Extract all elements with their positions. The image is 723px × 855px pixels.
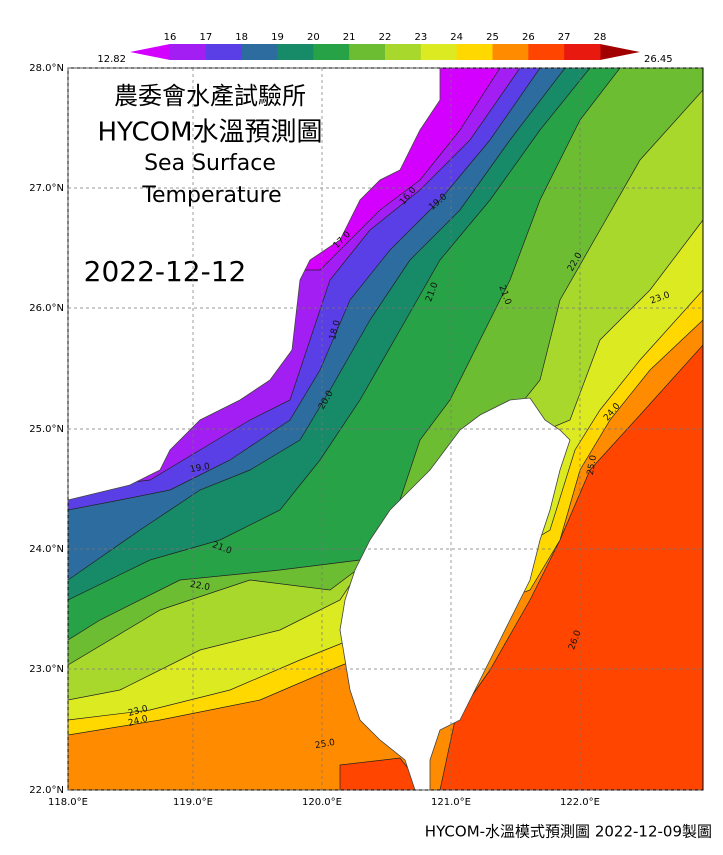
colorbar-segment xyxy=(456,44,493,60)
contour-label: 19.0 xyxy=(189,462,211,475)
colorbar-segment xyxy=(385,44,422,60)
colorbar-arrow xyxy=(600,44,640,60)
colorbar-level: 25 xyxy=(486,32,499,43)
colorbar-min: 12.82 xyxy=(97,54,126,65)
contour-label: 22.0 xyxy=(189,580,211,593)
colorbar-level: 21 xyxy=(343,32,356,43)
lat-label: 25.0°N xyxy=(29,424,64,435)
colorbar-level: 22 xyxy=(379,32,392,43)
land xyxy=(68,68,441,501)
contour-label: 25.0 xyxy=(586,454,599,476)
contour-label: 25.0 xyxy=(314,738,336,751)
lat-label: 24.0°N xyxy=(29,544,64,555)
colorbar-segment xyxy=(492,44,529,60)
lat-label: 23.0°N xyxy=(29,664,64,675)
lon-label: 122.0°E xyxy=(560,797,600,808)
footer: HYCOM-水溫模式預測圖 2022-12-09製圖 xyxy=(425,823,712,841)
colorbar-segment xyxy=(349,44,386,60)
colorbar-segment xyxy=(564,44,601,60)
colorbar-arrow xyxy=(130,44,170,60)
colorbar-segment xyxy=(205,44,243,60)
colorbar-max: 26.45 xyxy=(644,54,673,65)
colorbar-level: 28 xyxy=(594,32,607,43)
colorbar-level: 18 xyxy=(235,32,248,43)
title-line: Sea Surface xyxy=(144,151,276,176)
colorbar-segment xyxy=(528,44,565,60)
land xyxy=(339,397,571,790)
temp-band xyxy=(339,757,426,790)
colorbar-level: 16 xyxy=(164,32,177,43)
lat-label: 27.0°N xyxy=(29,183,64,194)
lon-label: 120.0°E xyxy=(302,797,342,808)
map-area xyxy=(68,68,703,790)
title-line: Temperature xyxy=(141,183,281,208)
lon-label: 121.0°E xyxy=(431,797,471,808)
colorbar: 16 17 18 19 20 21 22 23 24 25 26 27 28 12.82 26.45 xyxy=(97,32,672,65)
title-line: 農委會水產試驗所 xyxy=(114,82,306,110)
lon-label: 118.0°E xyxy=(48,797,88,808)
title-line: HYCOM水溫預測圖 xyxy=(97,118,322,148)
colorbar-level: 17 xyxy=(199,32,212,43)
colorbar-level: 19 xyxy=(271,32,284,43)
colorbar-segment xyxy=(313,44,350,60)
colorbar-level: 26 xyxy=(522,32,535,43)
colorbar-level: 23 xyxy=(414,32,427,43)
colorbar-level: 24 xyxy=(450,32,463,43)
colorbar-segment xyxy=(241,44,278,60)
colorbar-level: 27 xyxy=(558,32,571,43)
lat-label: 26.0°N xyxy=(29,303,64,314)
date: 2022-12-12 xyxy=(84,255,247,288)
lat-label: 28.0°N xyxy=(29,63,64,74)
colorbar-segment xyxy=(277,44,314,60)
lat-label: 22.0°N xyxy=(29,785,64,796)
colorbar-segment xyxy=(420,44,458,60)
colorbar-segment xyxy=(170,44,207,60)
lon-label: 119.0°E xyxy=(173,797,213,808)
colorbar-level: 20 xyxy=(307,32,320,43)
